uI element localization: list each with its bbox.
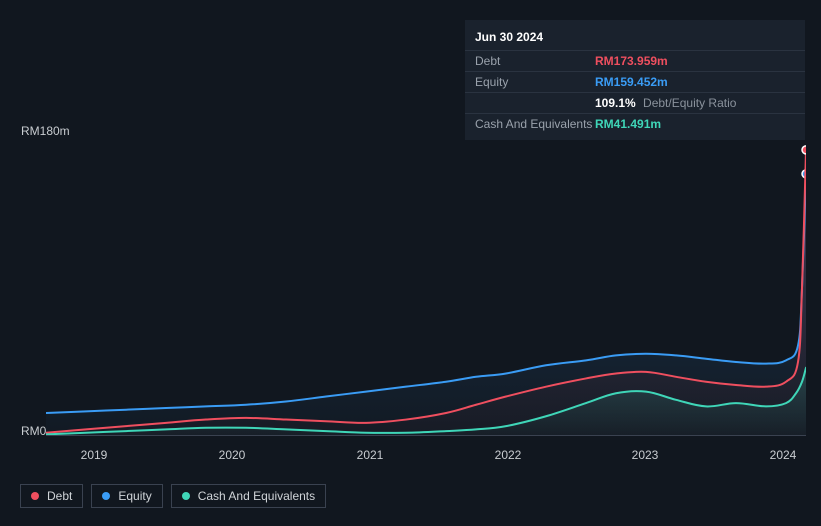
chart-plot-area[interactable] [46, 140, 806, 436]
x-axis-tick: 2023 [632, 448, 659, 462]
x-axis-tick: 2022 [495, 448, 522, 462]
tooltip-label [475, 96, 595, 110]
chart-svg [46, 140, 806, 436]
tooltip-row-debt: Debt RM173.959m [465, 50, 805, 71]
cash-dot-icon [182, 492, 190, 500]
debt-dot-icon [31, 492, 39, 500]
tooltip-date: Jun 30 2024 [465, 26, 805, 50]
x-axis-tick: 2019 [81, 448, 108, 462]
tooltip-value: RM41.491m [595, 117, 661, 131]
tooltip-label: Equity [475, 75, 595, 89]
tooltip-value: RM173.959m [595, 54, 668, 68]
tooltip-ratio-value: 109.1% [595, 96, 636, 110]
y-axis-label-min: RM0 [21, 424, 46, 438]
tooltip-row-ratio: 109.1% Debt/Equity Ratio [465, 92, 805, 113]
x-axis-tick: 2021 [357, 448, 384, 462]
equity-dot-icon [102, 492, 110, 500]
legend-label: Cash And Equivalents [198, 489, 315, 503]
tooltip-label: Cash And Equivalents [475, 117, 595, 131]
legend-item-equity[interactable]: Equity [91, 484, 162, 508]
tooltip-value: RM159.452m [595, 75, 668, 89]
chart-legend: Debt Equity Cash And Equivalents [20, 484, 326, 508]
legend-item-cash[interactable]: Cash And Equivalents [171, 484, 326, 508]
x-axis: 2019 2020 2021 2022 2023 2024 [0, 448, 821, 468]
tooltip-row-cash: Cash And Equivalents RM41.491m [465, 113, 805, 134]
tooltip-ratio-extra: Debt/Equity Ratio [643, 96, 736, 110]
tooltip-value: 109.1% Debt/Equity Ratio [595, 96, 736, 110]
chart-tooltip: Jun 30 2024 Debt RM173.959m Equity RM159… [465, 20, 805, 140]
tooltip-row-equity: Equity RM159.452m [465, 71, 805, 92]
debt-equity-chart: { "tooltip": { "date": "Jun 30 2024", "r… [0, 0, 821, 526]
legend-item-debt[interactable]: Debt [20, 484, 83, 508]
x-axis-tick: 2024 [770, 448, 797, 462]
debt-end-marker [802, 146, 806, 154]
x-axis-tick: 2020 [219, 448, 246, 462]
legend-label: Equity [118, 489, 151, 503]
legend-label: Debt [47, 489, 72, 503]
tooltip-label: Debt [475, 54, 595, 68]
y-axis-label-max: RM180m [21, 124, 70, 138]
